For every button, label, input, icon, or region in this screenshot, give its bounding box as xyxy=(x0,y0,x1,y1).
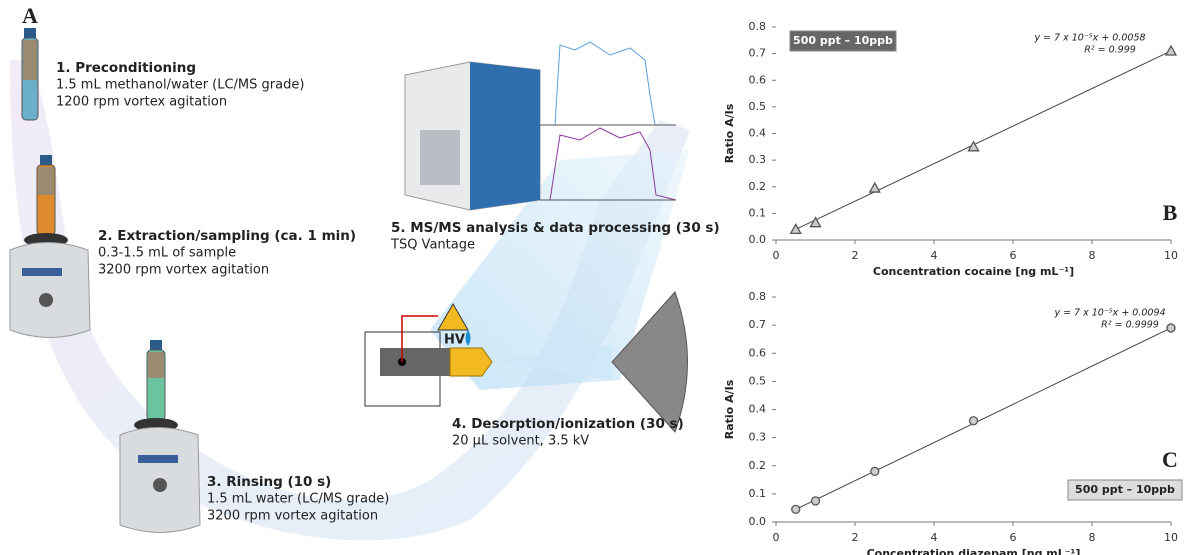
point xyxy=(1166,46,1176,55)
r-squared: R² = 0.9999 xyxy=(1101,320,1159,331)
range-label: 500 ppt – 10ppb xyxy=(793,34,893,47)
y-tick-label: 0.0 xyxy=(749,233,767,246)
step-detail: TSQ Vantage xyxy=(390,238,475,253)
range-label: 500 ppt – 10ppb xyxy=(1075,483,1175,496)
x-tick-label: 4 xyxy=(931,249,938,262)
y-tick-label: 0.0 xyxy=(749,515,767,528)
x-tick-label: 0 xyxy=(773,249,780,262)
panel-label: B xyxy=(1163,200,1178,225)
point xyxy=(812,497,820,505)
x-tick-label: 8 xyxy=(1089,249,1096,262)
y-tick-label: 0.8 xyxy=(749,290,767,303)
panel-label: A xyxy=(22,3,38,28)
equation: y = 7 x 10⁻⁵x + 0.0058 xyxy=(1033,33,1145,44)
x-tick-label: 2 xyxy=(852,531,859,544)
step-detail: 0.3-1.5 mL of sample xyxy=(98,246,236,261)
y-tick-label: 0.3 xyxy=(749,431,767,444)
x-tick-label: 8 xyxy=(1089,531,1096,544)
y-tick-label: 0.8 xyxy=(749,20,767,33)
y-tick-label: 0.5 xyxy=(749,374,767,387)
point xyxy=(871,467,879,475)
y-tick-label: 0.3 xyxy=(749,153,767,166)
point xyxy=(870,183,880,192)
y-axis-label: Ratio A/Is xyxy=(723,379,736,439)
step-title: 4. Desorption/ionization (30 s) xyxy=(452,416,684,432)
point xyxy=(792,505,800,513)
point xyxy=(1167,324,1175,332)
x-tick-label: 10 xyxy=(1164,249,1178,262)
y-tick-label: 0.7 xyxy=(749,318,767,331)
figure: A xyxy=(0,0,1184,555)
y-tick-label: 0.6 xyxy=(749,346,767,359)
x-tick-label: 10 xyxy=(1164,531,1178,544)
tube xyxy=(22,28,38,120)
mass-spectrometer xyxy=(405,62,540,210)
step-detail: 3200 rpm vortex agitation xyxy=(98,263,269,278)
r-squared: R² = 0.999 xyxy=(1084,45,1136,56)
y-tick-label: 0.6 xyxy=(749,73,767,86)
x-axis-label: Concentration cocaine [ng mL⁻¹] xyxy=(873,265,1074,278)
step-title: 3. Rinsing (10 s) xyxy=(207,474,331,490)
point xyxy=(811,218,821,227)
point xyxy=(791,224,801,233)
step-detail: 3200 rpm vortex agitation xyxy=(207,509,378,524)
step-detail: 1.5 mL water (LC/MS grade) xyxy=(207,492,389,507)
step-title: 1. Preconditioning xyxy=(56,60,196,76)
y-tick-label: 0.2 xyxy=(749,180,767,193)
y-axis-label: Ratio A/Is xyxy=(723,103,736,163)
equation: y = 7 x 10⁻⁵x + 0.0094 xyxy=(1053,308,1165,319)
x-tick-label: 4 xyxy=(931,531,938,544)
vortex-mixer xyxy=(120,340,200,533)
x-tick-label: 2 xyxy=(852,249,859,262)
panel-label: C xyxy=(1162,447,1178,472)
y-tick-label: 0.1 xyxy=(749,206,767,219)
step-title: 5. MS/MS analysis & data processing (30 … xyxy=(391,220,720,236)
step-detail: 1200 rpm vortex agitation xyxy=(56,95,227,110)
y-tick-label: 0.2 xyxy=(749,459,767,472)
y-tick-label: 0.4 xyxy=(749,403,767,416)
trendline xyxy=(796,51,1171,229)
y-tick-label: 0.4 xyxy=(749,127,767,140)
y-tick-label: 0.7 xyxy=(749,47,767,60)
x-tick-label: 0 xyxy=(773,531,780,544)
hv-label: HV xyxy=(444,333,465,348)
point xyxy=(970,417,978,425)
x-axis-label: Concentration diazepam [ng mL⁻¹] xyxy=(867,547,1081,555)
step-detail: 20 µL solvent, 3.5 kV xyxy=(452,434,589,449)
y-tick-label: 0.5 xyxy=(749,100,767,113)
step-detail: 1.5 mL methanol/water (LC/MS grade) xyxy=(56,78,304,93)
step-title: 2. Extraction/sampling (ca. 1 min) xyxy=(98,228,356,244)
x-tick-label: 6 xyxy=(1010,249,1017,262)
y-tick-label: 0.1 xyxy=(749,487,767,500)
x-tick-label: 6 xyxy=(1010,531,1017,544)
